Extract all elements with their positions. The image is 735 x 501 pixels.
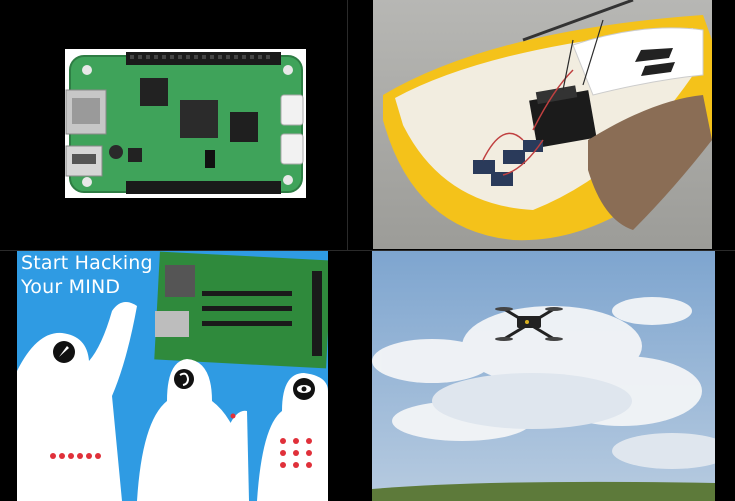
- drone-image: [372, 251, 715, 501]
- hacking-title: Start Hacking Your MIND: [21, 251, 153, 299]
- hacking-poster: Start Hacking Your MIND: [17, 251, 328, 501]
- hacking-title-line1: Start Hacking: [21, 252, 153, 274]
- hacking-illustration: [17, 251, 328, 501]
- drone-illustration: [372, 251, 715, 501]
- boat-image: [373, 0, 712, 249]
- red-dots: [50, 413, 312, 468]
- board-illustration: [65, 49, 306, 198]
- board-image: [0, 0, 347, 250]
- vertical-divider: [347, 0, 348, 250]
- horizontal-divider: [0, 250, 735, 251]
- boat-illustration: [373, 0, 712, 249]
- hacking-title-line2: Your MIND: [21, 276, 121, 298]
- drone-icon: [495, 307, 563, 341]
